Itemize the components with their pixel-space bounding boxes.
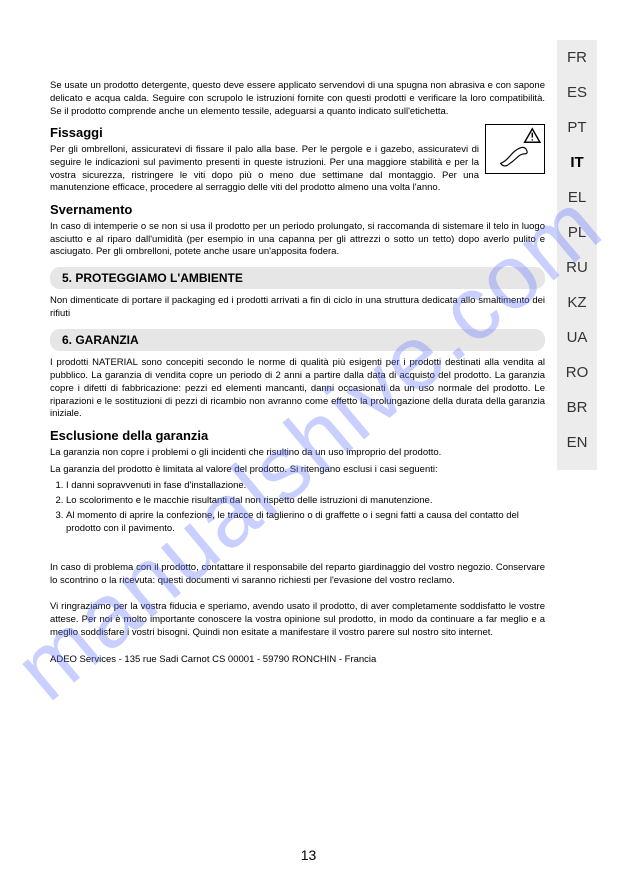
closing-p1: In caso di problema con il prodotto, con… <box>50 562 545 588</box>
lang-tab-ua[interactable]: UA <box>557 320 597 355</box>
lang-tab-pl[interactable]: PL <box>557 215 597 250</box>
language-sidebar: FR ES PT IT EL PL RU KZ UA RO BR EN <box>557 40 597 470</box>
lang-tab-en[interactable]: EN <box>557 425 597 460</box>
lang-tab-ro[interactable]: RO <box>557 355 597 390</box>
page: manualshive.com Se usate un prodotto det… <box>0 0 617 893</box>
address-line: ADEO Services - 135 rue Sadi Carnot CS 0… <box>50 654 545 667</box>
section-5-bar: 5. PROTEGGIAMO L'AMBIENTE <box>50 267 545 289</box>
lang-tab-kz[interactable]: KZ <box>557 285 597 320</box>
list-item: I danni sopravvenuti in fase d'installaz… <box>66 480 545 493</box>
lang-tab-el[interactable]: EL <box>557 180 597 215</box>
lang-tab-es[interactable]: ES <box>557 75 597 110</box>
lang-tab-fr[interactable]: FR <box>557 40 597 75</box>
lang-tab-pt[interactable]: PT <box>557 110 597 145</box>
fissaggi-text: Per gli ombrelloni, assicuratevi di fiss… <box>50 144 545 195</box>
wrench-warning-icon <box>485 124 545 174</box>
svernamento-text: In caso di intemperie o se non si usa il… <box>50 221 545 259</box>
fissaggi-heading: Fissaggi <box>50 124 545 142</box>
esclusione-p1: La garanzia non copre i problemi o gli i… <box>50 447 545 460</box>
section-6-p1: I prodotti NATERIAL sono concepiti secon… <box>50 357 545 421</box>
main-content: Se usate un prodotto detergente, questo … <box>50 80 545 671</box>
svernamento-heading: Svernamento <box>50 201 545 219</box>
page-number: 13 <box>0 847 617 863</box>
intro-paragraph: Se usate un prodotto detergente, questo … <box>50 80 545 118</box>
lang-tab-ru[interactable]: RU <box>557 250 597 285</box>
section-5-text: Non dimenticate di portare il packaging … <box>50 295 545 321</box>
closing-p2: Vi ringraziamo per la vostra fiducia e s… <box>50 601 545 639</box>
list-item: Lo scolorimento e le macchie risultanti … <box>66 495 545 508</box>
exclusion-list: I danni sopravvenuti in fase d'installaz… <box>66 480 545 535</box>
lang-tab-br[interactable]: BR <box>557 390 597 425</box>
lang-tab-it[interactable]: IT <box>557 145 597 180</box>
esclusione-heading: Esclusione della garanzia <box>50 427 545 445</box>
section-6-bar: 6. GARANZIA <box>50 329 545 351</box>
esclusione-p2: La garanzia del prodotto è limitata al v… <box>50 464 545 477</box>
list-item: Al momento di aprire la confezione, le t… <box>66 510 545 536</box>
